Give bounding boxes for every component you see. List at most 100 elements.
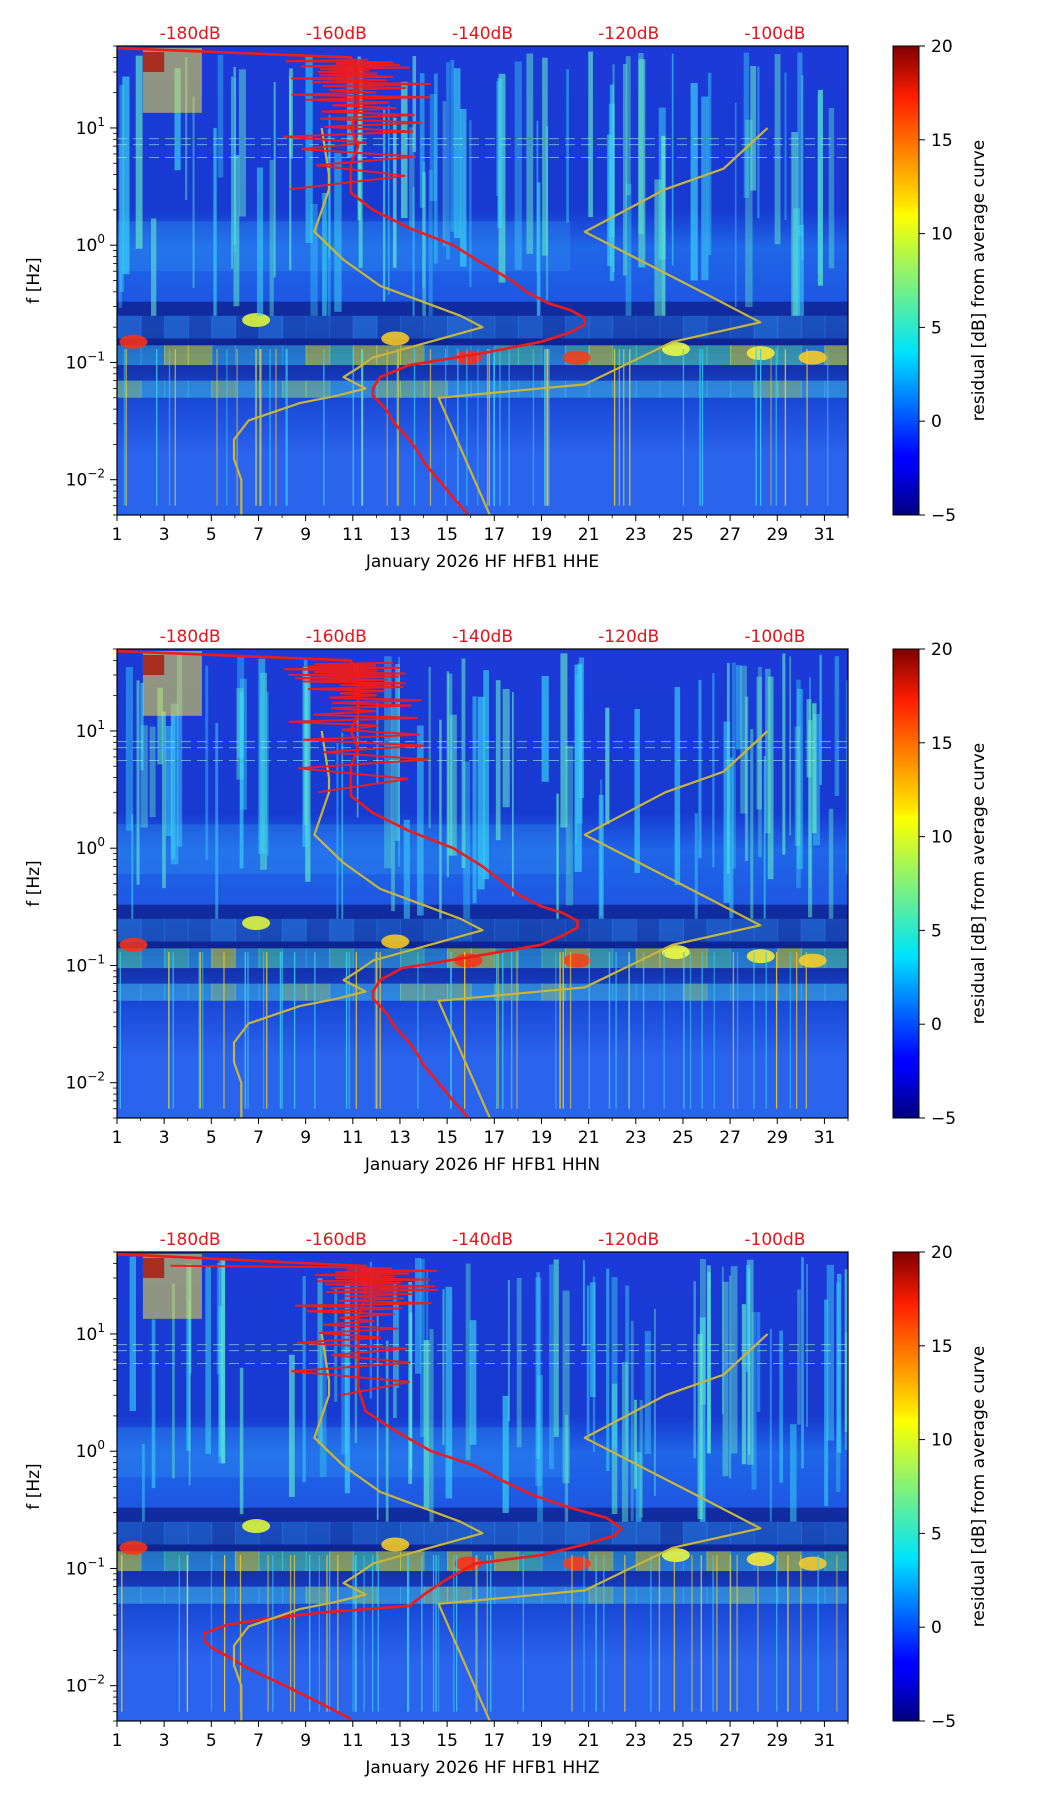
heatmap-spike — [444, 349, 447, 506]
heatmap-stripe — [215, 723, 219, 919]
db-tick-label: -120dB — [598, 627, 659, 647]
heatmap-spike — [650, 1555, 652, 1712]
y-tick-label: 101 — [76, 718, 105, 742]
db-tick-label: -180dB — [160, 627, 221, 647]
heatmap-stripe — [536, 1272, 540, 1459]
heatmap-band-cell — [565, 918, 590, 942]
y-tick-label: 10−2 — [66, 1070, 105, 1094]
heatmap-stripe — [767, 676, 774, 880]
heatmap-stripe — [162, 711, 166, 889]
heatmap-hotspot — [242, 313, 271, 328]
heatmap-stripe — [119, 84, 124, 292]
x-tick-label: 11 — [342, 1128, 364, 1148]
heatmap-band-cell — [588, 948, 614, 969]
db-tick-label: -120dB — [598, 24, 659, 44]
heatmap-spike — [571, 1555, 573, 1712]
heatmap-band-cell — [305, 1521, 331, 1545]
heatmap-stripe — [165, 725, 172, 836]
heatmap-band-cell — [800, 1586, 826, 1604]
heatmap-spike — [259, 349, 261, 506]
heatmap-hf-haze — [117, 824, 571, 875]
heatmap-spike — [805, 952, 807, 1109]
heatmap-stripe — [808, 720, 813, 918]
heatmap-band-cell — [282, 345, 307, 366]
heatmap-band-cell — [635, 948, 661, 969]
heatmap-stripe — [322, 193, 327, 316]
heatmap-band-cell — [824, 1551, 848, 1572]
x-tick-label: 29 — [766, 1128, 788, 1148]
heatmap-stripe — [516, 1277, 522, 1448]
heatmap-band-cell — [777, 1586, 802, 1604]
heatmap-stripe — [611, 1383, 618, 1515]
heatmap-stripe — [542, 57, 548, 256]
heatmap-stripe — [140, 682, 144, 771]
heatmap-stripe — [288, 1354, 295, 1497]
db-tick-label: -100dB — [744, 1230, 805, 1250]
y-axis-label: f [Hz] — [24, 257, 44, 303]
heatmap-stripe — [794, 726, 801, 846]
heatmap-stripe — [233, 66, 236, 245]
heatmap-band-cell — [659, 918, 684, 942]
db-tick-label: -160dB — [306, 24, 367, 44]
heatmap-stripe — [674, 686, 681, 886]
heatmap-band-cell — [234, 1586, 260, 1604]
heatmap-spike — [624, 1555, 626, 1712]
heatmap-band-cell — [612, 315, 637, 339]
heatmap-stripe — [743, 52, 750, 198]
plot-area — [117, 649, 848, 1118]
heatmap-stripe — [403, 819, 410, 919]
heatmap-stripe — [622, 64, 627, 276]
heatmap-band-cell — [706, 983, 732, 1001]
heatmap-band-cell — [140, 948, 166, 969]
heatmap-band-cell — [399, 1586, 425, 1604]
x-tick-label: 29 — [766, 1731, 788, 1751]
heatmap-band-cell — [588, 1586, 614, 1604]
heatmap-band-cell — [824, 918, 848, 942]
heatmap-band-cell — [352, 948, 378, 969]
heatmap-stripe — [565, 745, 573, 906]
x-tick-label: 27 — [719, 1731, 741, 1751]
x-tick-label: 1 — [112, 1128, 123, 1148]
heatmap-stripe — [828, 808, 834, 919]
heatmap-band-cell — [682, 1521, 708, 1545]
heatmap-stripe — [409, 127, 415, 231]
heatmap-band-cell — [352, 315, 378, 339]
x-tick-label: 15 — [436, 1128, 458, 1148]
heatmap-stripe — [192, 96, 195, 288]
heatmap-band-cell — [706, 918, 732, 942]
heatmap-band-cell — [376, 345, 401, 366]
heatmap-stripe — [812, 703, 817, 834]
heatmap-spike — [352, 1555, 354, 1712]
x-tick-label: 17 — [483, 1128, 505, 1148]
heatmap-band-cell — [211, 1586, 236, 1604]
heatmap-band-cell — [777, 380, 802, 398]
heatmap-band-cell — [282, 1521, 307, 1545]
heatmap-spike — [121, 1555, 123, 1712]
heatmap-band-cell — [164, 315, 189, 339]
x-tick-label: 27 — [719, 525, 741, 545]
heatmap-spike — [800, 1555, 802, 1712]
colorbar-tick-label: 5 — [931, 318, 942, 338]
db-tick-label: -140dB — [452, 627, 513, 647]
y-tick-label: 100 — [76, 1438, 105, 1462]
heatmap-band-cell — [494, 1551, 519, 1572]
heatmap-band-cell — [706, 345, 732, 366]
heatmap-spike — [210, 1555, 213, 1712]
heatmap-stripe — [213, 127, 217, 316]
heatmap-band-cell — [800, 918, 826, 942]
heatmap-band-cell — [635, 1586, 661, 1604]
heatmap-spike — [266, 952, 268, 1109]
heatmap-hotspot — [798, 350, 827, 365]
heatmap-band-cell — [753, 918, 779, 942]
low-noise-model-curve — [232, 730, 484, 1118]
heatmap-stripe — [846, 680, 848, 874]
heatmap-band-cell — [282, 918, 307, 942]
heatmap-stripe — [740, 665, 747, 814]
x-tick-label: 19 — [531, 1731, 553, 1751]
heatmap-spike — [701, 952, 703, 1109]
heatmap-stripe — [433, 73, 438, 264]
colorbar-label: residual [dB] from average curve — [969, 140, 989, 421]
x-tick-label: 27 — [719, 1128, 741, 1148]
heatmap-spike — [595, 1555, 597, 1712]
heatmap-spike — [374, 952, 377, 1109]
